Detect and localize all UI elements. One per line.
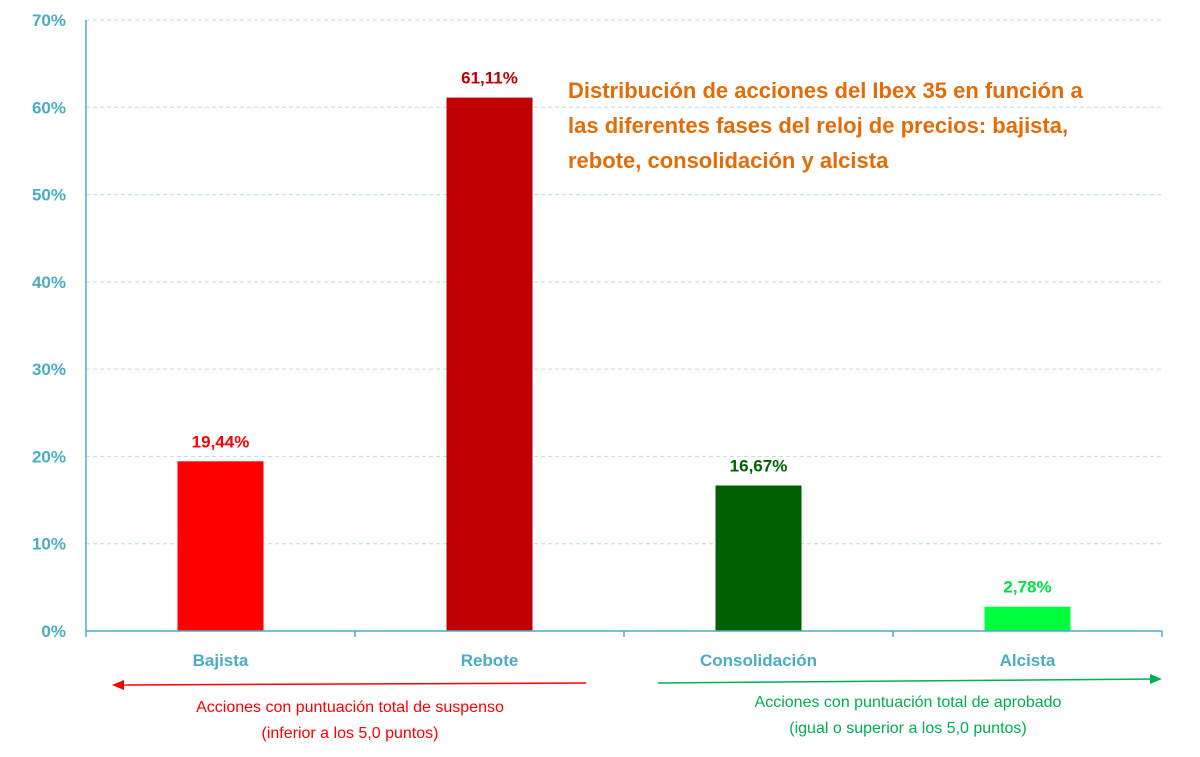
chart-title-line-2: las diferentes fases del reloj de precio… [568,113,1068,138]
data-label: 2,78% [1003,578,1051,597]
labels: 0% 10% 20% 30% 40% 50% 60% 70% 19,44% Bajista 61,1… [32,11,1056,670]
gridlines [86,19,1162,545]
y-tick-label: 70% [32,11,66,30]
x-tick-label: Alcista [1000,651,1056,670]
x-tick-label: Rebote [461,651,519,670]
bar [984,606,1071,631]
y-tick-label: 10% [32,535,66,554]
bar [715,485,802,631]
bar [446,97,533,632]
chart-title: Distribución de acciones del Ibex 35 en … [568,78,1083,173]
axes [85,20,1163,637]
y-tick-label: 30% [32,360,66,379]
y-tick-label: 40% [32,273,66,292]
annotation-right-line-2: (igual o superior a los 5,0 puntos) [789,720,1026,737]
right-arrow-line [657,678,1153,684]
annotation-right: Acciones con puntuación total de aprobad… [657,674,1162,737]
x-tick-label: Consolidación [700,651,817,670]
annotation-left-line-1: Acciones con puntuación total de suspens… [196,699,504,716]
x-tick-label: Bajista [193,651,249,670]
annotation-left: Acciones con puntuación total de suspens… [112,680,587,742]
annotation-left-line-2: (inferior a los 5,0 puntos) [262,725,439,742]
y-tick-label: 0% [41,622,66,641]
y-tick-label: 20% [32,447,66,466]
bar [177,461,264,631]
bars [177,97,1071,632]
y-tick-label: 60% [32,98,66,117]
left-arrow-head [112,680,124,690]
right-arrow-head [1150,674,1162,684]
data-label: 19,44% [192,432,250,451]
annotation-right-line-1: Acciones con puntuación total de aprobad… [755,694,1062,711]
chart-title-line-1: Distribución de acciones del Ibex 35 en … [568,78,1083,103]
data-label: 16,67% [730,456,788,475]
chart-title-line-3: rebote, consolidación y alcista [568,148,889,173]
y-tick-label: 50% [32,186,66,205]
left-arrow-line [121,682,587,686]
data-label: 61,11% [461,69,518,88]
